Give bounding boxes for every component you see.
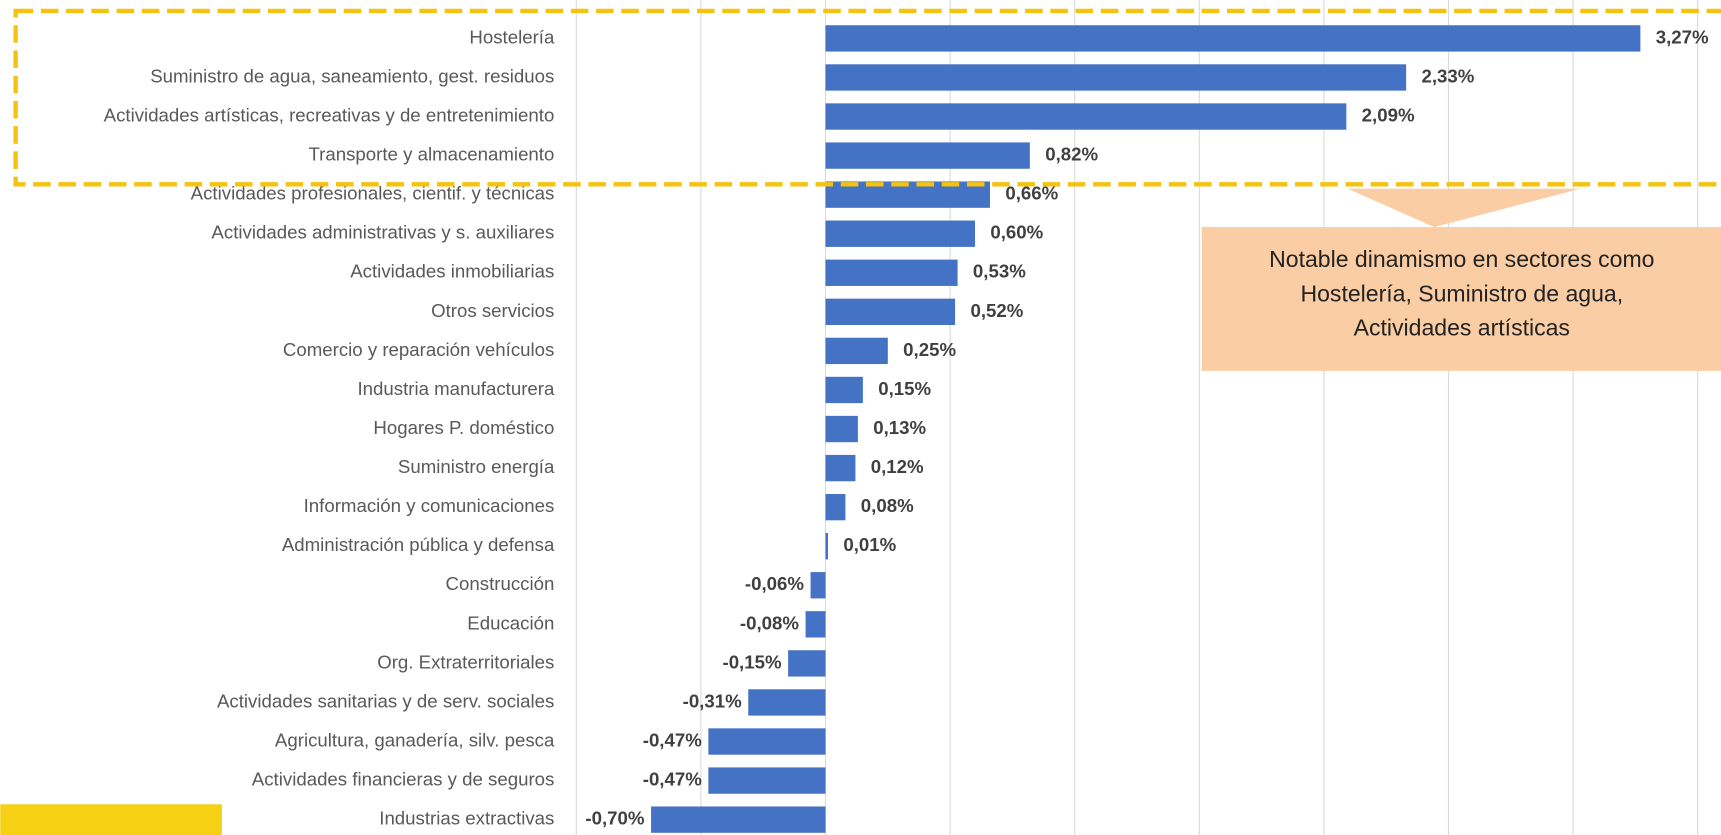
annotation-line: Hostelería, Suministro de agua, xyxy=(1300,280,1623,306)
data-label: 0,15% xyxy=(878,378,931,399)
data-label: 0,13% xyxy=(873,417,926,438)
category-label: Actividades profesionales, cientif. y té… xyxy=(191,183,555,204)
callout-box xyxy=(1201,227,1721,371)
data-label: 0,52% xyxy=(970,300,1023,321)
bar xyxy=(825,376,863,404)
bar xyxy=(810,572,826,599)
bar xyxy=(651,806,826,833)
data-label: 0,08% xyxy=(861,495,914,516)
data-label: 3,27% xyxy=(1656,26,1709,47)
category-label: Transporte y almacenamiento xyxy=(308,144,554,165)
bar xyxy=(748,689,826,716)
annotation-line: Notable dinamismo en sectores como xyxy=(1269,246,1654,272)
category-label: Actividades financieras y de seguros xyxy=(252,768,555,789)
category-label: Hogares P. doméstico xyxy=(373,417,554,438)
data-label: -0,47% xyxy=(643,729,702,750)
data-label: 0,53% xyxy=(973,261,1026,282)
category-label: Agricultura, ganadería, silv. pesca xyxy=(275,729,555,750)
category-label: Actividades administrativas y s. auxilia… xyxy=(211,222,554,243)
callout-pointer xyxy=(1347,188,1581,228)
data-label: -0,47% xyxy=(643,768,702,789)
data-label: 0,82% xyxy=(1045,144,1098,165)
grid xyxy=(575,0,1699,835)
bar xyxy=(805,611,826,638)
bar xyxy=(825,337,888,365)
data-label: -0,31% xyxy=(683,690,742,711)
bar xyxy=(825,142,1030,169)
bar xyxy=(708,767,826,794)
category-label: Suministro energía xyxy=(398,456,555,477)
data-label: -0,15% xyxy=(722,651,781,672)
data-label: 2,33% xyxy=(1421,65,1474,86)
bar xyxy=(825,259,958,286)
category-label: Actividades artísticas, recreativas y de… xyxy=(104,104,555,125)
bar xyxy=(825,220,976,247)
data-label: 2,09% xyxy=(1362,104,1415,125)
category-label: Información y comunicaciones xyxy=(304,495,555,516)
bar xyxy=(825,454,856,482)
data-label: 0,25% xyxy=(903,339,956,360)
bar xyxy=(825,64,1407,91)
decoration xyxy=(0,804,222,835)
bars: Hostelería 3,27% Suministro de agua, sanea… xyxy=(104,25,1709,833)
category-label: Construcción xyxy=(446,573,555,594)
category-label: Suministro de agua, saneamiento, gest. r… xyxy=(150,65,554,86)
data-label: -0,08% xyxy=(740,612,799,633)
category-label: Org. Extraterritoriales xyxy=(377,651,554,672)
data-label: 0,60% xyxy=(990,222,1043,243)
category-label: Industrias extractivas xyxy=(379,808,554,829)
category-label: Comercio y reparación vehículos xyxy=(283,339,554,360)
data-label: 0,12% xyxy=(871,456,924,477)
data-label: 0,66% xyxy=(1005,183,1058,204)
bar xyxy=(708,728,826,755)
bar xyxy=(825,493,846,521)
category-label: Otros servicios xyxy=(431,300,554,321)
data-label: -0,70% xyxy=(585,808,644,829)
category-label: Actividades inmobiliarias xyxy=(350,261,554,282)
data-label: -0,06% xyxy=(745,573,804,594)
annotation: Notable dinamismo en sectores como Hostel… xyxy=(1269,246,1654,340)
data-label: 0,01% xyxy=(843,534,896,555)
bar xyxy=(825,298,956,326)
bar xyxy=(825,415,858,443)
annotation-line: Actividades artísticas xyxy=(1354,314,1570,340)
category-label: Actividades sanitarias y de serv. social… xyxy=(217,690,554,711)
category-label: Hostelería xyxy=(469,26,555,47)
category-label: Industria manufacturera xyxy=(357,378,554,399)
category-label: Educación xyxy=(467,612,554,633)
category-label: Administración pública y defensa xyxy=(282,534,555,555)
highlight-box xyxy=(13,8,1721,187)
bar xyxy=(825,533,829,560)
bar xyxy=(825,103,1347,130)
bar xyxy=(825,25,1641,52)
bar xyxy=(788,650,826,677)
